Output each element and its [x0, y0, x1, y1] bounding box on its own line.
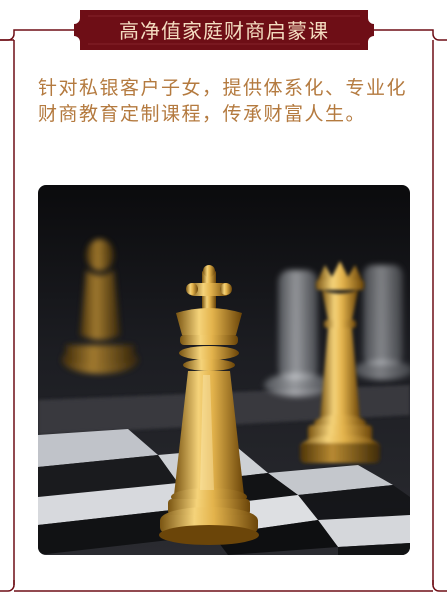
course-description: 针对私银客户子女，提供体系化、专业化财商教育定制课程，传承财富人生。	[38, 77, 408, 125]
title-banner: 高净值家庭财商启蒙课	[80, 8, 368, 50]
page-title: 高净值家庭财商启蒙课	[119, 18, 329, 43]
chess-king-illustration	[38, 185, 410, 555]
chess-photo	[38, 185, 410, 555]
